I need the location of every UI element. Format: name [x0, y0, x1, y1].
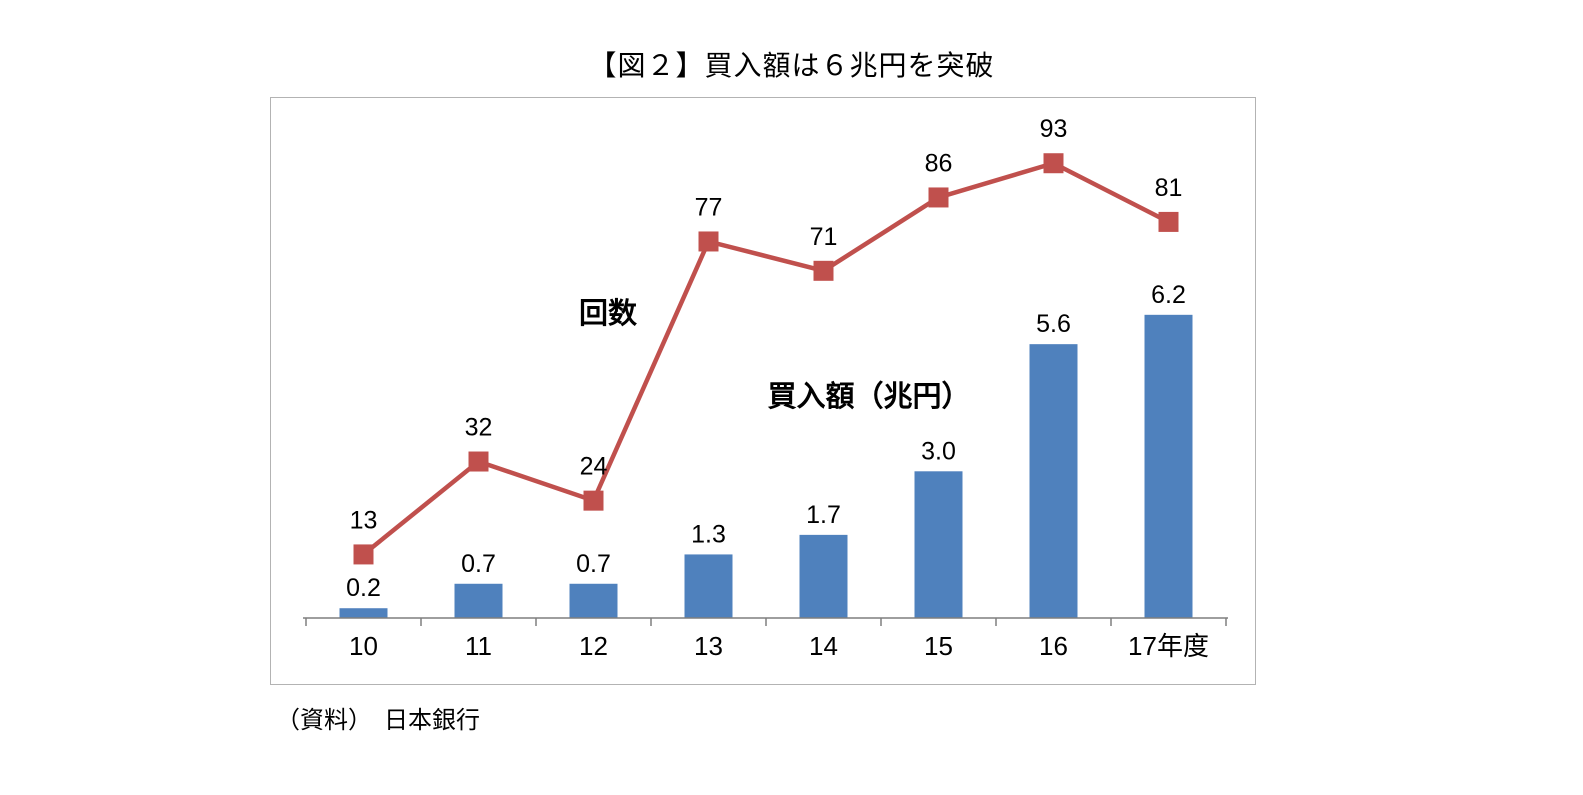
line-data-label: 32: [465, 414, 493, 442]
line-marker-17年度: [1158, 211, 1179, 232]
chart-svg: 13 32 24 77 71 86 93 81 0.2 0.7 0.7 1.3 1.7 3.0 5.6 6.2…: [303, 115, 1228, 661]
line-data-label: 77: [695, 193, 723, 221]
chart-title: 【図２】買入額は６兆円を突破: [588, 51, 995, 82]
chart-plot-area: 13 32 24 77 71 86 93 81 0.2 0.7 0.7 1.3 1.7 3.0 5.6 6.2…: [270, 97, 1256, 685]
x-axis-label-7: 16: [1039, 631, 1068, 661]
line-marker-11: [468, 451, 489, 472]
bar-data-label: 0.7: [576, 550, 611, 578]
bar-16: [1029, 344, 1078, 618]
bar-12: [569, 583, 618, 618]
bar-data-label: 3.0: [921, 437, 956, 465]
series-annotation-1: 回数: [579, 297, 638, 330]
x-axis-label-5: 14: [809, 631, 838, 661]
line-marker-14: [813, 260, 834, 281]
line-marker-10: [353, 544, 374, 565]
line-data-label: 71: [810, 223, 838, 251]
line-data-label: 24: [580, 453, 608, 481]
line-data-label: 81: [1155, 174, 1183, 202]
bar-17年度: [1144, 314, 1193, 618]
x-axis-label-2: 11: [465, 631, 492, 661]
line-marker-12: [583, 490, 604, 511]
line-marker-13: [698, 231, 719, 252]
x-axis-label-1: 10: [349, 631, 378, 661]
line-data-label: 93: [1040, 115, 1068, 143]
line-marker-15: [928, 187, 949, 208]
bar-data-label: 0.2: [346, 574, 381, 602]
bar-data-label: 1.3: [691, 520, 726, 548]
x-axis-label-6: 15: [924, 631, 953, 661]
bar-13: [684, 554, 733, 618]
bar-data-label: 5.6: [1036, 310, 1071, 338]
x-axis-label-4: 13: [694, 631, 723, 661]
x-axis-label-3: 12: [579, 631, 608, 661]
bar-data-label: 1.7: [806, 501, 841, 529]
source-note: （資料） 日本銀行: [276, 708, 480, 734]
bar-10: [339, 608, 388, 618]
line-data-label: 13: [350, 506, 378, 534]
series-annotation-2: 買入額（兆円）: [767, 380, 970, 413]
bar-data-label: 0.7: [461, 550, 496, 578]
bar-14: [799, 534, 848, 618]
line-series: [362, 160, 1170, 557]
bar-15: [914, 471, 963, 618]
bar-11: [454, 583, 503, 618]
bar-data-label: 6.2: [1151, 281, 1186, 309]
x-axis-label-8: 17年度: [1128, 631, 1209, 661]
line-marker-16: [1043, 153, 1064, 174]
line-data-label: 86: [925, 149, 953, 177]
